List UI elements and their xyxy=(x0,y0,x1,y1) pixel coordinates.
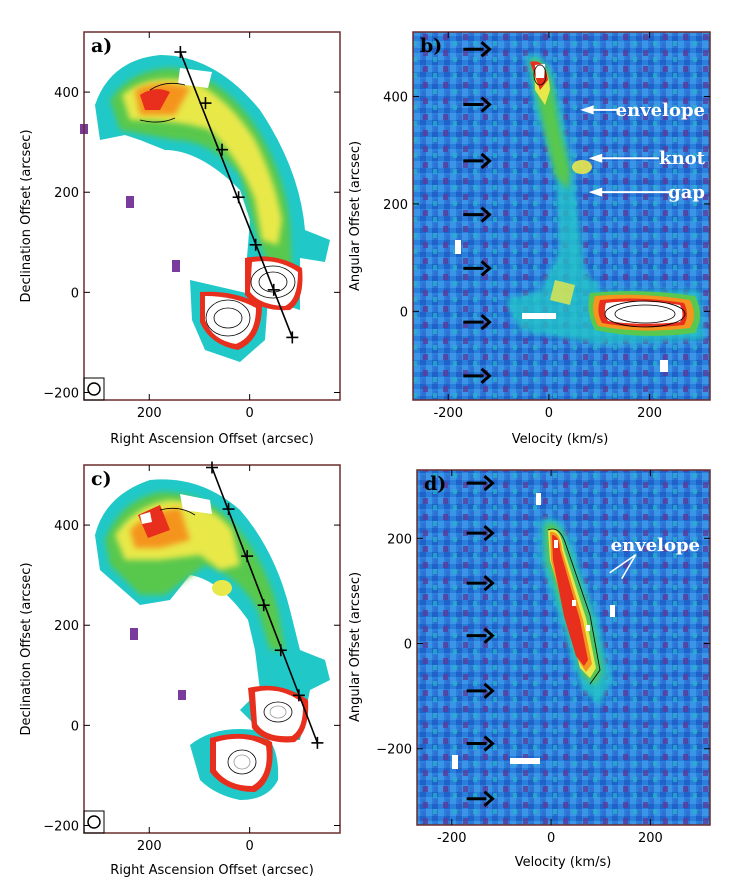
panel-c-beam xyxy=(83,810,105,834)
panel-c-axes: 200 0 −200 0 200 400 xyxy=(43,465,340,854)
panel-d-annotation-label: envelope xyxy=(611,535,700,556)
panel-d-position-arrow xyxy=(466,475,495,492)
panel-b-ytick-label: 200 xyxy=(383,198,408,213)
panel-d-ytick-label: 0 xyxy=(404,638,412,653)
panel-a-cut-marker xyxy=(232,191,245,204)
panel-a-label: a) xyxy=(91,35,112,57)
panel-a-cut-marker xyxy=(174,46,187,59)
panel-d-xtick-label: 200 xyxy=(638,831,663,846)
panel-c-cut-marker xyxy=(292,689,305,702)
panel-c-ytick-label: −200 xyxy=(43,819,79,834)
panel-b-position-arrow xyxy=(463,260,492,277)
panel-a-xtick-label: 0 xyxy=(246,406,254,421)
panel-d-position-arrow xyxy=(466,524,495,542)
panel-c-ytick-label: 0 xyxy=(71,719,79,734)
panel-d-xtick-label: 0 xyxy=(547,831,555,846)
panel-b-ylabel: Angular Offset (arcsec) xyxy=(348,141,363,291)
panel-b-annotation-label: gap xyxy=(668,182,705,203)
panel-d-ytick-label: −200 xyxy=(376,743,412,758)
panel-b-annotation-label: envelope xyxy=(616,100,705,121)
panel-a-ytick-label: −200 xyxy=(43,386,79,401)
panel-c-cut xyxy=(206,461,324,749)
panel-b-frame xyxy=(412,31,711,401)
panel-b-annotation-gap: gap xyxy=(588,182,705,203)
panel-b-axes: -200 0 200 0 200 400 xyxy=(383,32,710,421)
panel-a-xlabel: Right Ascension Offset (arcsec) xyxy=(110,432,314,447)
panel-b-xtick-label: 200 xyxy=(637,406,662,421)
panel-b-annotation-envelope: envelope xyxy=(580,100,705,121)
panel-d-position-arrow xyxy=(466,790,495,807)
panel-a-cut-marker xyxy=(286,331,299,344)
panel-a-image xyxy=(80,55,330,362)
panel-d: -200 0 200 −200 0 200 envelope d) Velocity (k… xyxy=(348,469,711,870)
panel-d-position-arrow xyxy=(466,574,495,592)
panel-a-cut xyxy=(174,46,299,344)
panel-a-ytick-label: 400 xyxy=(54,86,79,101)
panel-c-cut-marker xyxy=(222,503,235,516)
panel-d-position-arrow xyxy=(466,735,495,752)
panel-a-ytick-label: 0 xyxy=(71,286,79,301)
panel-c-ytick-label: 200 xyxy=(54,619,79,634)
panel-c-ylabel: Declination Offset (arcsec) xyxy=(19,562,34,735)
panel-b-ytick-label: 400 xyxy=(383,90,408,105)
panel-c-cut-marker xyxy=(274,644,287,657)
panel-a-cut-marker xyxy=(199,97,212,110)
panel-b-annotation-knot: knot xyxy=(588,148,706,169)
panel-b-arrows xyxy=(463,41,492,384)
panel-c-ytick-label: 400 xyxy=(54,519,79,534)
panel-c-xtick-label: 0 xyxy=(246,839,254,854)
panel-c: 200 0 −200 0 200 400 c) Right Ascension Offse… xyxy=(19,461,341,878)
panel-b-annotations: envelope knot gap xyxy=(580,100,706,203)
panel-a-beam xyxy=(83,377,105,401)
panel-a-cut-marker xyxy=(216,143,229,156)
panel-d-ytick-label: 200 xyxy=(387,532,412,547)
panel-d-annotation-envelope: envelope xyxy=(609,535,700,580)
panel-d-xtick-label: -200 xyxy=(437,831,467,846)
panel-d-frame xyxy=(416,469,711,826)
panel-a-axes: 200 0 −200 0 200 400 xyxy=(43,32,340,421)
panel-d-ylabel: Angular Offset (arcsec) xyxy=(348,572,363,722)
panel-d-arrows xyxy=(466,475,495,807)
panel-b-annotation-label: knot xyxy=(659,148,706,169)
panel-c-cut-marker xyxy=(206,461,218,474)
panel-b-position-arrow xyxy=(463,313,492,331)
panel-b-xtick-label: -200 xyxy=(433,406,463,421)
panel-a-cut-marker xyxy=(249,238,262,251)
panel-b-label: b) xyxy=(420,35,442,57)
panel-d-label: d) xyxy=(424,473,446,495)
panel-b-position-arrow xyxy=(463,206,492,223)
panel-c-xtick-label: 200 xyxy=(137,839,162,854)
panel-c-xlabel: Right Ascension Offset (arcsec) xyxy=(110,863,314,878)
panel-a-frame xyxy=(83,31,341,401)
panel-d-axes: -200 0 200 −200 0 200 xyxy=(376,470,710,846)
panel-d-annotations: envelope xyxy=(609,535,700,580)
panel-b: -200 0 200 0 200 400 envelope knot gap b) Veloc… xyxy=(348,31,711,447)
panel-b-ytick-label: 0 xyxy=(400,305,408,320)
panel-c-cut-marker xyxy=(241,550,254,563)
panel-a-ytick-label: 200 xyxy=(54,186,79,201)
panel-b-position-arrow xyxy=(463,96,492,113)
panel-b-xlabel: Velocity (km/s) xyxy=(512,432,609,447)
panel-c-cut-marker xyxy=(311,736,324,749)
panel-c-label: c) xyxy=(91,468,112,490)
panel-d-position-arrow xyxy=(466,682,495,700)
panel-a-ylabel: Declination Offset (arcsec) xyxy=(19,129,34,302)
panel-c-image xyxy=(95,479,330,800)
panel-b-image xyxy=(413,32,710,400)
panel-a: 200 0 −200 0 200 400 a) Right Ascension Offse… xyxy=(19,31,341,447)
panel-b-position-arrow xyxy=(463,152,492,170)
panel-a-cut-marker xyxy=(267,283,280,296)
panel-d-position-arrow xyxy=(466,627,495,644)
panel-b-position-arrow xyxy=(463,41,492,58)
panel-a-xtick-label: 200 xyxy=(137,406,162,421)
panel-c-cut-marker xyxy=(257,599,270,612)
panel-d-image xyxy=(417,470,710,825)
panel-b-position-arrow xyxy=(463,367,492,384)
panel-b-xtick-label: 0 xyxy=(545,406,553,421)
panel-d-xlabel: Velocity (km/s) xyxy=(515,855,612,870)
